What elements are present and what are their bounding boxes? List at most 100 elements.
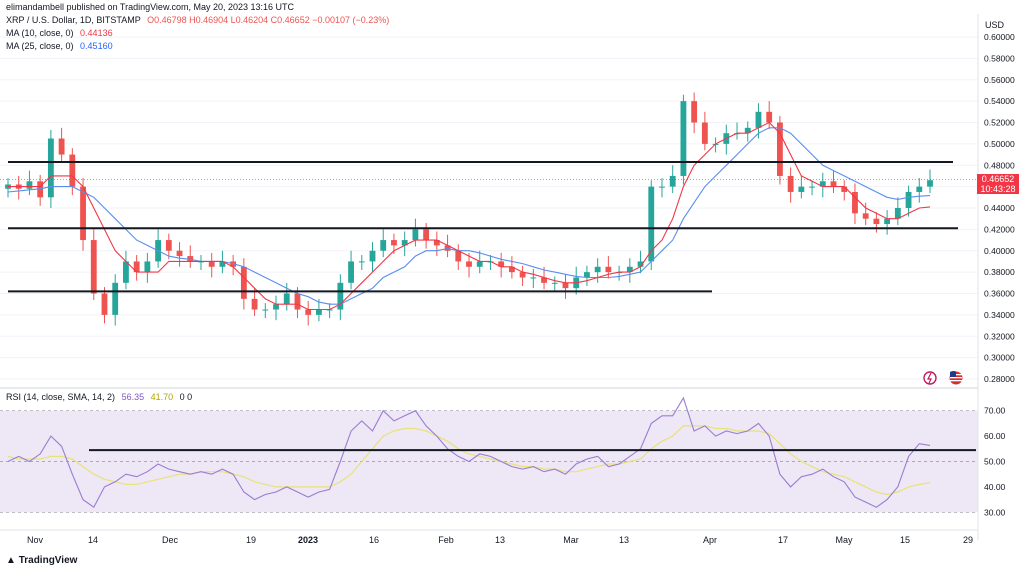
rsi-tick-label: 30.00: [984, 507, 1006, 517]
candle-body: [176, 250, 183, 257]
tradingview-logo[interactable]: ▲ TradingView: [6, 555, 77, 566]
flash-icon[interactable]: [923, 371, 937, 385]
candle-body: [466, 261, 472, 267]
candle-body: [144, 261, 151, 273]
candle-body: [594, 266, 601, 273]
candle-body: [519, 272, 526, 278]
candle-body: [766, 111, 773, 123]
rsi-extra-values: 0 0: [179, 392, 193, 402]
ohlc-values: O0.46798 H0.46904 L0.46204 C0.46652 −0.0…: [147, 15, 390, 25]
candle-body: [112, 282, 119, 315]
price-tick-label: 0.30000: [984, 353, 1015, 363]
price-tick-label: 0.52000: [984, 118, 1015, 128]
candle-body: [305, 309, 312, 315]
candle-body: [852, 191, 858, 214]
ma10-value: 0.44136: [80, 28, 113, 38]
candle-body: [294, 293, 301, 310]
last-price: 0.46652: [981, 174, 1015, 184]
published-by: elimandambell published on TradingView.c…: [6, 2, 294, 12]
candle-body: [208, 261, 215, 267]
candle-body: [273, 304, 279, 310]
rsi-row[interactable]: RSI (14, close, SMA, 14, 2) 56.35 41.70 …: [6, 392, 192, 403]
time-tick-label: 14: [88, 535, 98, 545]
candle-body: [680, 101, 687, 176]
candle-body: [251, 298, 258, 310]
price-tick-label: 0.56000: [984, 75, 1015, 85]
candle-body: [669, 175, 676, 187]
candle-body: [927, 180, 933, 187]
candle-body: [498, 261, 505, 267]
candle-body: [315, 309, 322, 315]
candle-body: [659, 186, 665, 188]
time-tick-label: Feb: [438, 535, 454, 545]
time-tick-label: 15: [900, 535, 910, 545]
time-tick-label: Nov: [27, 535, 44, 545]
candle-body: [80, 186, 86, 241]
time-axis[interactable]: Nov 14 Dec 19 2023 16 Feb 13 Mar 13 Apr 17 May 15 29: [27, 535, 973, 545]
price-tick-label: 0.38000: [984, 267, 1015, 277]
price-tick-label: 0.40000: [984, 246, 1015, 256]
candle-body: [798, 186, 805, 192]
candle-body: [337, 282, 344, 310]
candle-body: [884, 218, 891, 225]
candle-body: [476, 261, 483, 267]
ma10-row[interactable]: MA (10, close, 0) 0.44136: [6, 28, 113, 39]
horizontal-levels[interactable]: [8, 161, 976, 452]
candle-body: [809, 186, 815, 188]
symbol-label[interactable]: XRP / U.S. Dollar, 1D, BITSTAMP: [6, 15, 141, 25]
rsi-tick-label: 40.00: [984, 482, 1006, 492]
candle-body: [380, 240, 387, 251]
price-tick-label: 0.32000: [984, 331, 1015, 341]
us-flag-icon[interactable]: [949, 370, 963, 385]
candle-body: [776, 122, 783, 176]
candle-body: [841, 186, 848, 192]
candle-body: [262, 309, 269, 311]
symbol-row: XRP / U.S. Dollar, 1D, BITSTAMP O0.46798…: [6, 15, 389, 26]
candle-body: [744, 127, 751, 134]
time-tick-label: Dec: [162, 535, 179, 545]
tradingview-icon: ▲: [6, 555, 16, 566]
candle-body: [90, 240, 97, 294]
candle-body: [584, 272, 590, 278]
ma25-line: [7, 127, 931, 305]
candle-body: [240, 266, 247, 299]
last-price-badge: 0.46652 10:43:28: [977, 174, 1019, 194]
rsi-label: RSI (14, close, SMA, 14, 2): [6, 392, 116, 402]
price-tick-label: 0.58000: [984, 53, 1015, 63]
price-tick-label: 0.54000: [984, 96, 1015, 106]
candle-body: [455, 250, 462, 262]
rsi-ma-line: [7, 425, 931, 496]
candle-body: [358, 261, 365, 263]
candle-body: [626, 266, 633, 273]
candle-body: [905, 191, 912, 208]
candle-body: [58, 138, 65, 155]
price-tick-label: 0.28000: [984, 374, 1015, 384]
price-gridlines: [0, 36, 978, 380]
price-axis[interactable]: 0.60000 0.58000 0.56000 0.54000 0.52000 0.500…: [984, 32, 1015, 517]
candle-body: [101, 293, 108, 315]
ma25-row[interactable]: MA (25, close, 0) 0.45160: [6, 41, 113, 52]
candle-body: [894, 208, 901, 219]
time-tick-label: 2023: [298, 535, 318, 545]
rsi-line: [7, 396, 931, 509]
candle-body: [348, 261, 354, 283]
price-tick-label: 0.44000: [984, 203, 1015, 213]
ma25-label: MA (25, close, 0): [6, 41, 74, 51]
time-tick-label: 16: [369, 535, 379, 545]
candle-body: [819, 181, 826, 187]
price-tick-label: 0.50000: [984, 139, 1015, 149]
time-tick-label: 29: [963, 535, 973, 545]
candle-body: [47, 138, 54, 198]
price-tick-label: 0.34000: [984, 310, 1015, 320]
candle-body: [637, 261, 644, 267]
rsi-tick-label: 50.00: [984, 457, 1006, 467]
rsi-tick-label: 60.00: [984, 431, 1006, 441]
ma25-value: 0.45160: [80, 41, 113, 51]
candle-body: [283, 293, 290, 305]
candle-body: [830, 181, 837, 187]
candle-body: [219, 261, 226, 267]
candle-body: [401, 240, 408, 246]
price-tick-label: 0.36000: [984, 289, 1015, 299]
price-tick-label: 0.60000: [984, 32, 1015, 42]
